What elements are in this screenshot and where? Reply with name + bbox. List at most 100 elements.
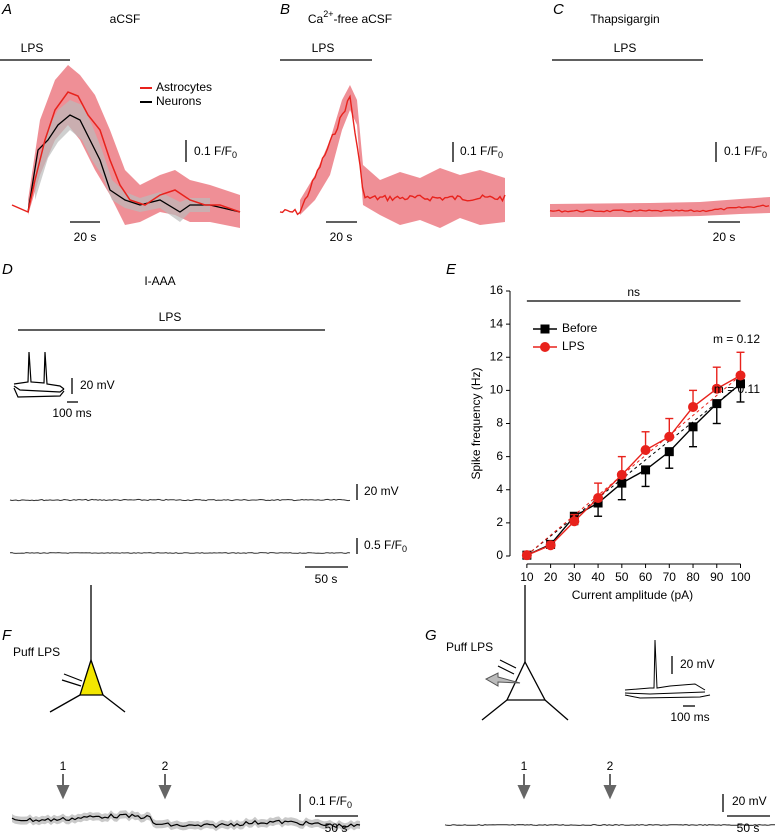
arrow: [56, 774, 70, 800]
trace: [9, 552, 351, 554]
scale-text: 0.1 F/F: [724, 144, 762, 158]
x-axis-label: Current amplitude (pA): [572, 588, 693, 602]
scale-label: 20 s: [74, 230, 97, 244]
marker-label: 2: [162, 759, 169, 773]
series-line: [526, 383, 741, 556]
legend-label: Before: [562, 321, 598, 335]
bar-label: LPS: [159, 310, 182, 324]
annotation: m = 0.11: [714, 382, 760, 396]
puff-label: Puff LPS: [13, 645, 60, 659]
marker-label: 1: [60, 759, 67, 773]
fit-line: [526, 375, 741, 556]
marker: [616, 469, 627, 480]
trace: [11, 813, 361, 829]
marker: [569, 516, 580, 527]
marker: [521, 550, 532, 561]
marker: [688, 422, 698, 432]
series-line: [526, 374, 741, 556]
trace: [279, 94, 506, 216]
subscript: 0: [498, 150, 503, 160]
x-tick-label: 30: [568, 570, 582, 584]
legend-label: Neurons: [156, 94, 201, 108]
fit-line: [526, 383, 741, 556]
annotation: m = 0.12: [713, 332, 760, 346]
scale-label: 100 ms: [52, 406, 91, 420]
puff-label: Puff LPS: [446, 640, 493, 654]
scale-text: 0.1 F/F: [194, 144, 232, 158]
inset-trace: [13, 351, 65, 398]
trace: [549, 204, 770, 213]
legend-label: Astrocytes: [156, 80, 212, 94]
x-tick-label: 100: [730, 570, 750, 584]
subscript: 0: [347, 800, 352, 810]
marker-label: 1: [521, 759, 528, 773]
annotation: ns: [627, 285, 640, 299]
scale-label: 20 mV: [680, 657, 715, 671]
x-tick-label: 90: [710, 570, 724, 584]
arrow: [158, 774, 172, 800]
panel-title: I-AAA: [144, 274, 175, 288]
trace-band: [35, 100, 210, 222]
marker: [640, 445, 651, 455]
marker: [735, 370, 746, 381]
scale-label: 50 s: [315, 572, 338, 586]
scale-text: 0.1 F/F: [309, 794, 347, 808]
scale-label: 20 s: [713, 230, 736, 244]
chart: 0 2 4 6 8 10 12 14 16 10 20 30 40 50 60 70 80 90 100 Curren…: [469, 283, 760, 602]
dendrite: [481, 699, 508, 721]
marker: [688, 401, 699, 412]
dendrite: [49, 694, 81, 713]
scale-label: 0.5 F/F0: [364, 538, 407, 554]
marker: [617, 478, 627, 488]
x-tick-label: 50: [615, 570, 629, 584]
x-tick-label: 60: [639, 570, 653, 584]
scale-label: 100 ms: [670, 710, 709, 724]
legend-label: LPS: [562, 339, 585, 353]
scale-label: 0.1 F/F0: [194, 144, 237, 160]
x-tick-label: 70: [663, 570, 677, 584]
scale-text: 0.5 F/F: [364, 538, 402, 552]
subscript: 0: [762, 150, 767, 160]
superscript: 2+: [323, 9, 333, 19]
trace: [444, 824, 775, 826]
scale-label: 50 s: [325, 821, 348, 835]
marker: [711, 383, 722, 394]
trace: [27, 114, 241, 213]
panel-letter: F: [2, 627, 12, 644]
soma: [505, 660, 547, 701]
electrode: [484, 672, 521, 687]
panel-title: Ca2+-free aCSF: [308, 9, 392, 26]
scale-text: 0.1 F/F: [460, 144, 498, 158]
marker: [641, 465, 651, 475]
title-part: Ca: [308, 12, 324, 26]
marker: [664, 447, 674, 457]
y-tick-label: 8: [496, 416, 503, 430]
arrow: [603, 774, 617, 800]
arrow: [517, 774, 531, 800]
panel-letter: C: [553, 1, 564, 18]
pipette: [497, 659, 517, 675]
scale-label: 0.1 F/F0: [309, 794, 352, 810]
bar-label: LPS: [21, 41, 44, 55]
panel-title: Thapsigargin: [590, 12, 659, 26]
scale-label: 0.1 F/F0: [724, 144, 767, 160]
subscript: 0: [402, 544, 407, 554]
bar-label: LPS: [312, 41, 335, 55]
marker: [593, 493, 604, 504]
trace: [11, 91, 241, 214]
trace: [9, 498, 351, 502]
panel-letter: B: [280, 1, 290, 18]
x-tick-label: 80: [686, 570, 700, 584]
marker-label: 2: [607, 759, 614, 773]
pipette: [61, 673, 83, 687]
scale-label: 0.1 F/F0: [460, 144, 503, 160]
y-tick-label: 10: [490, 383, 504, 397]
y-tick-label: 16: [490, 283, 504, 297]
title-part: -free aCSF: [333, 12, 392, 26]
y-tick-label: 4: [496, 482, 503, 496]
panel-letter: E: [446, 261, 457, 278]
soma: [79, 657, 104, 696]
legend-marker: [540, 342, 550, 352]
trace-band: [12, 810, 360, 832]
